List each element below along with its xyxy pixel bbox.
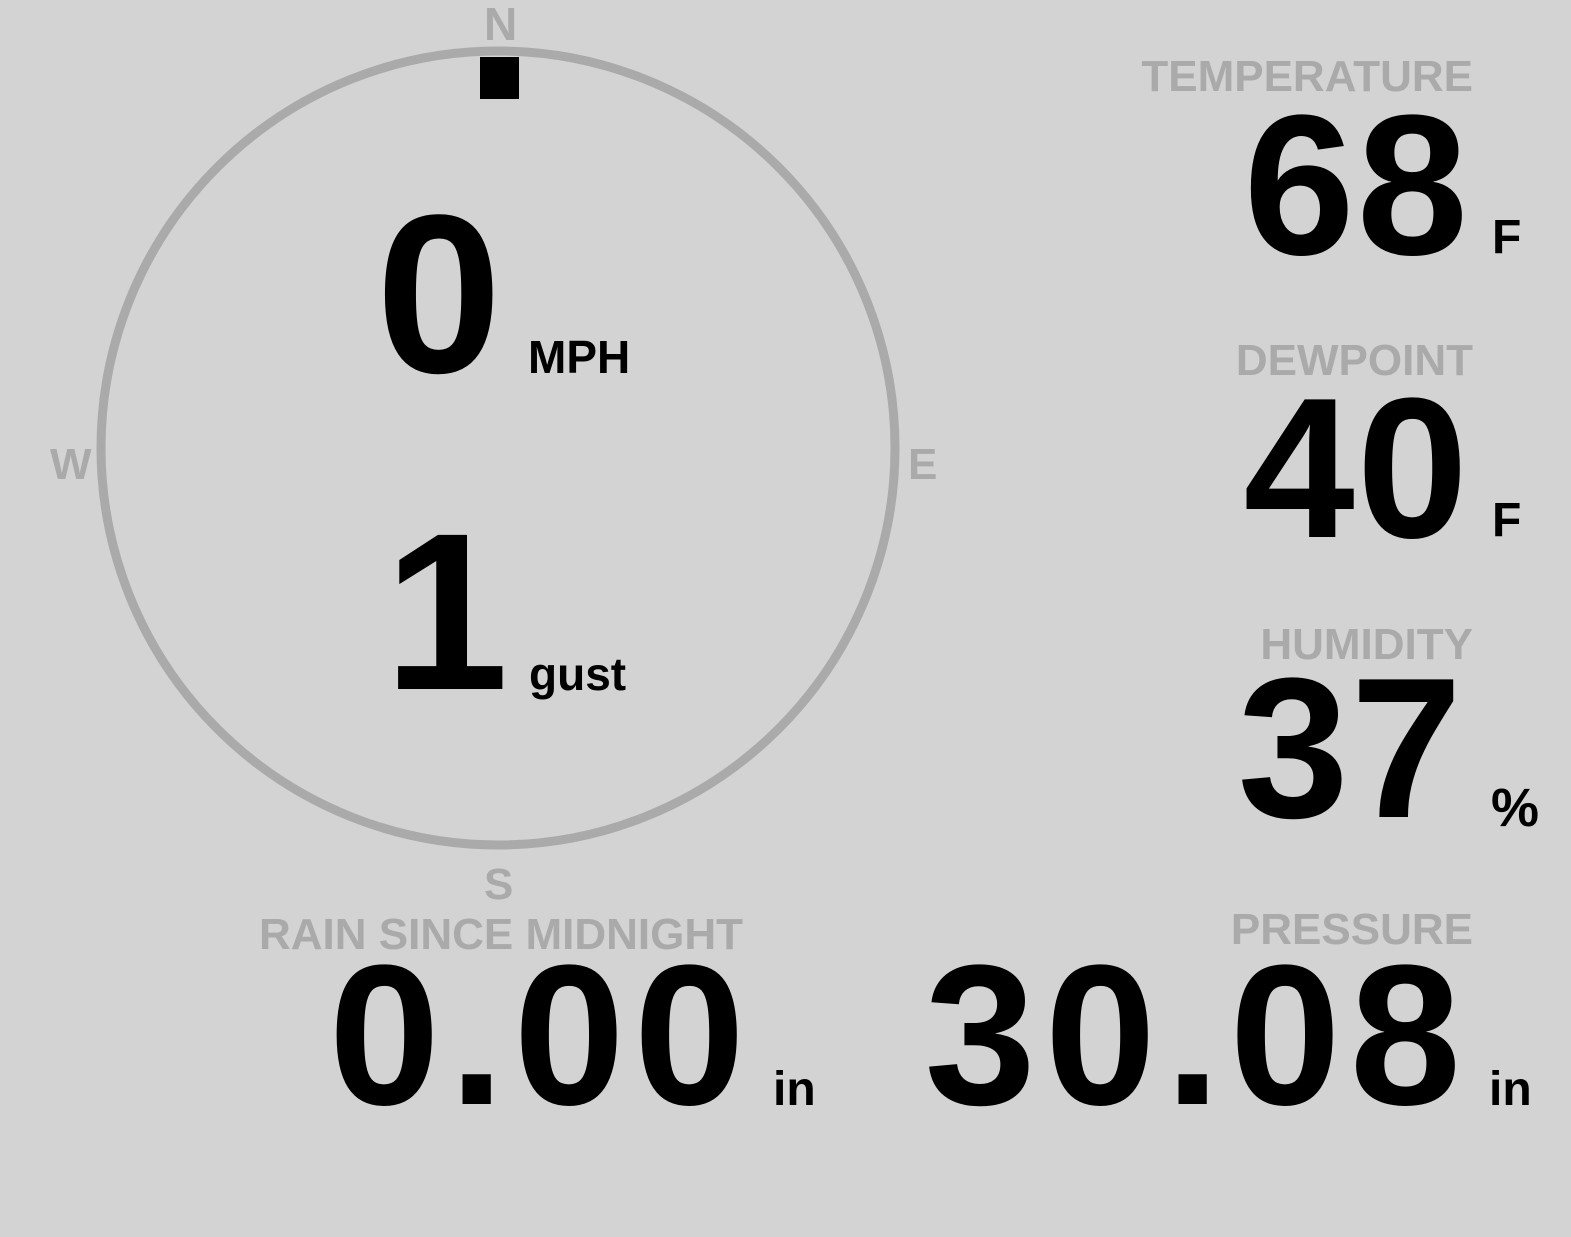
temperature-label: TEMPERATURE: [1141, 52, 1473, 101]
compass-east-label: E: [908, 440, 938, 489]
wind-speed-value: 0: [376, 167, 502, 420]
compass-north-label: N: [484, 0, 518, 50]
pressure-value: 30.08: [924, 924, 1470, 1147]
temperature-value: 68: [1243, 74, 1470, 297]
dewpoint-label: DEWPOINT: [1235, 336, 1473, 385]
dewpoint-unit: F: [1492, 494, 1522, 547]
temperature-unit: F: [1492, 211, 1522, 264]
humidity-label: HUMIDITY: [1260, 620, 1473, 669]
rain-label: RAIN SINCE MIDNIGHT: [259, 910, 743, 959]
pressure-label: PRESSURE: [1230, 905, 1473, 954]
pressure-unit: in: [1489, 1063, 1532, 1116]
wind-direction-marker-icon: [480, 57, 519, 99]
rain-value: 0.00: [328, 924, 754, 1147]
compass-ring: [96, 46, 900, 850]
humidity-value: 37: [1237, 637, 1464, 860]
wind-speed-unit: MPH: [528, 331, 631, 383]
rain-unit: in: [773, 1063, 816, 1116]
wind-gust-unit: gust: [529, 648, 627, 700]
compass-west-label: W: [50, 440, 92, 489]
humidity-unit: %: [1491, 778, 1540, 838]
wind-gust-value: 1: [384, 487, 509, 737]
compass-south-label: S: [484, 860, 514, 909]
dewpoint-value: 40: [1243, 357, 1470, 580]
